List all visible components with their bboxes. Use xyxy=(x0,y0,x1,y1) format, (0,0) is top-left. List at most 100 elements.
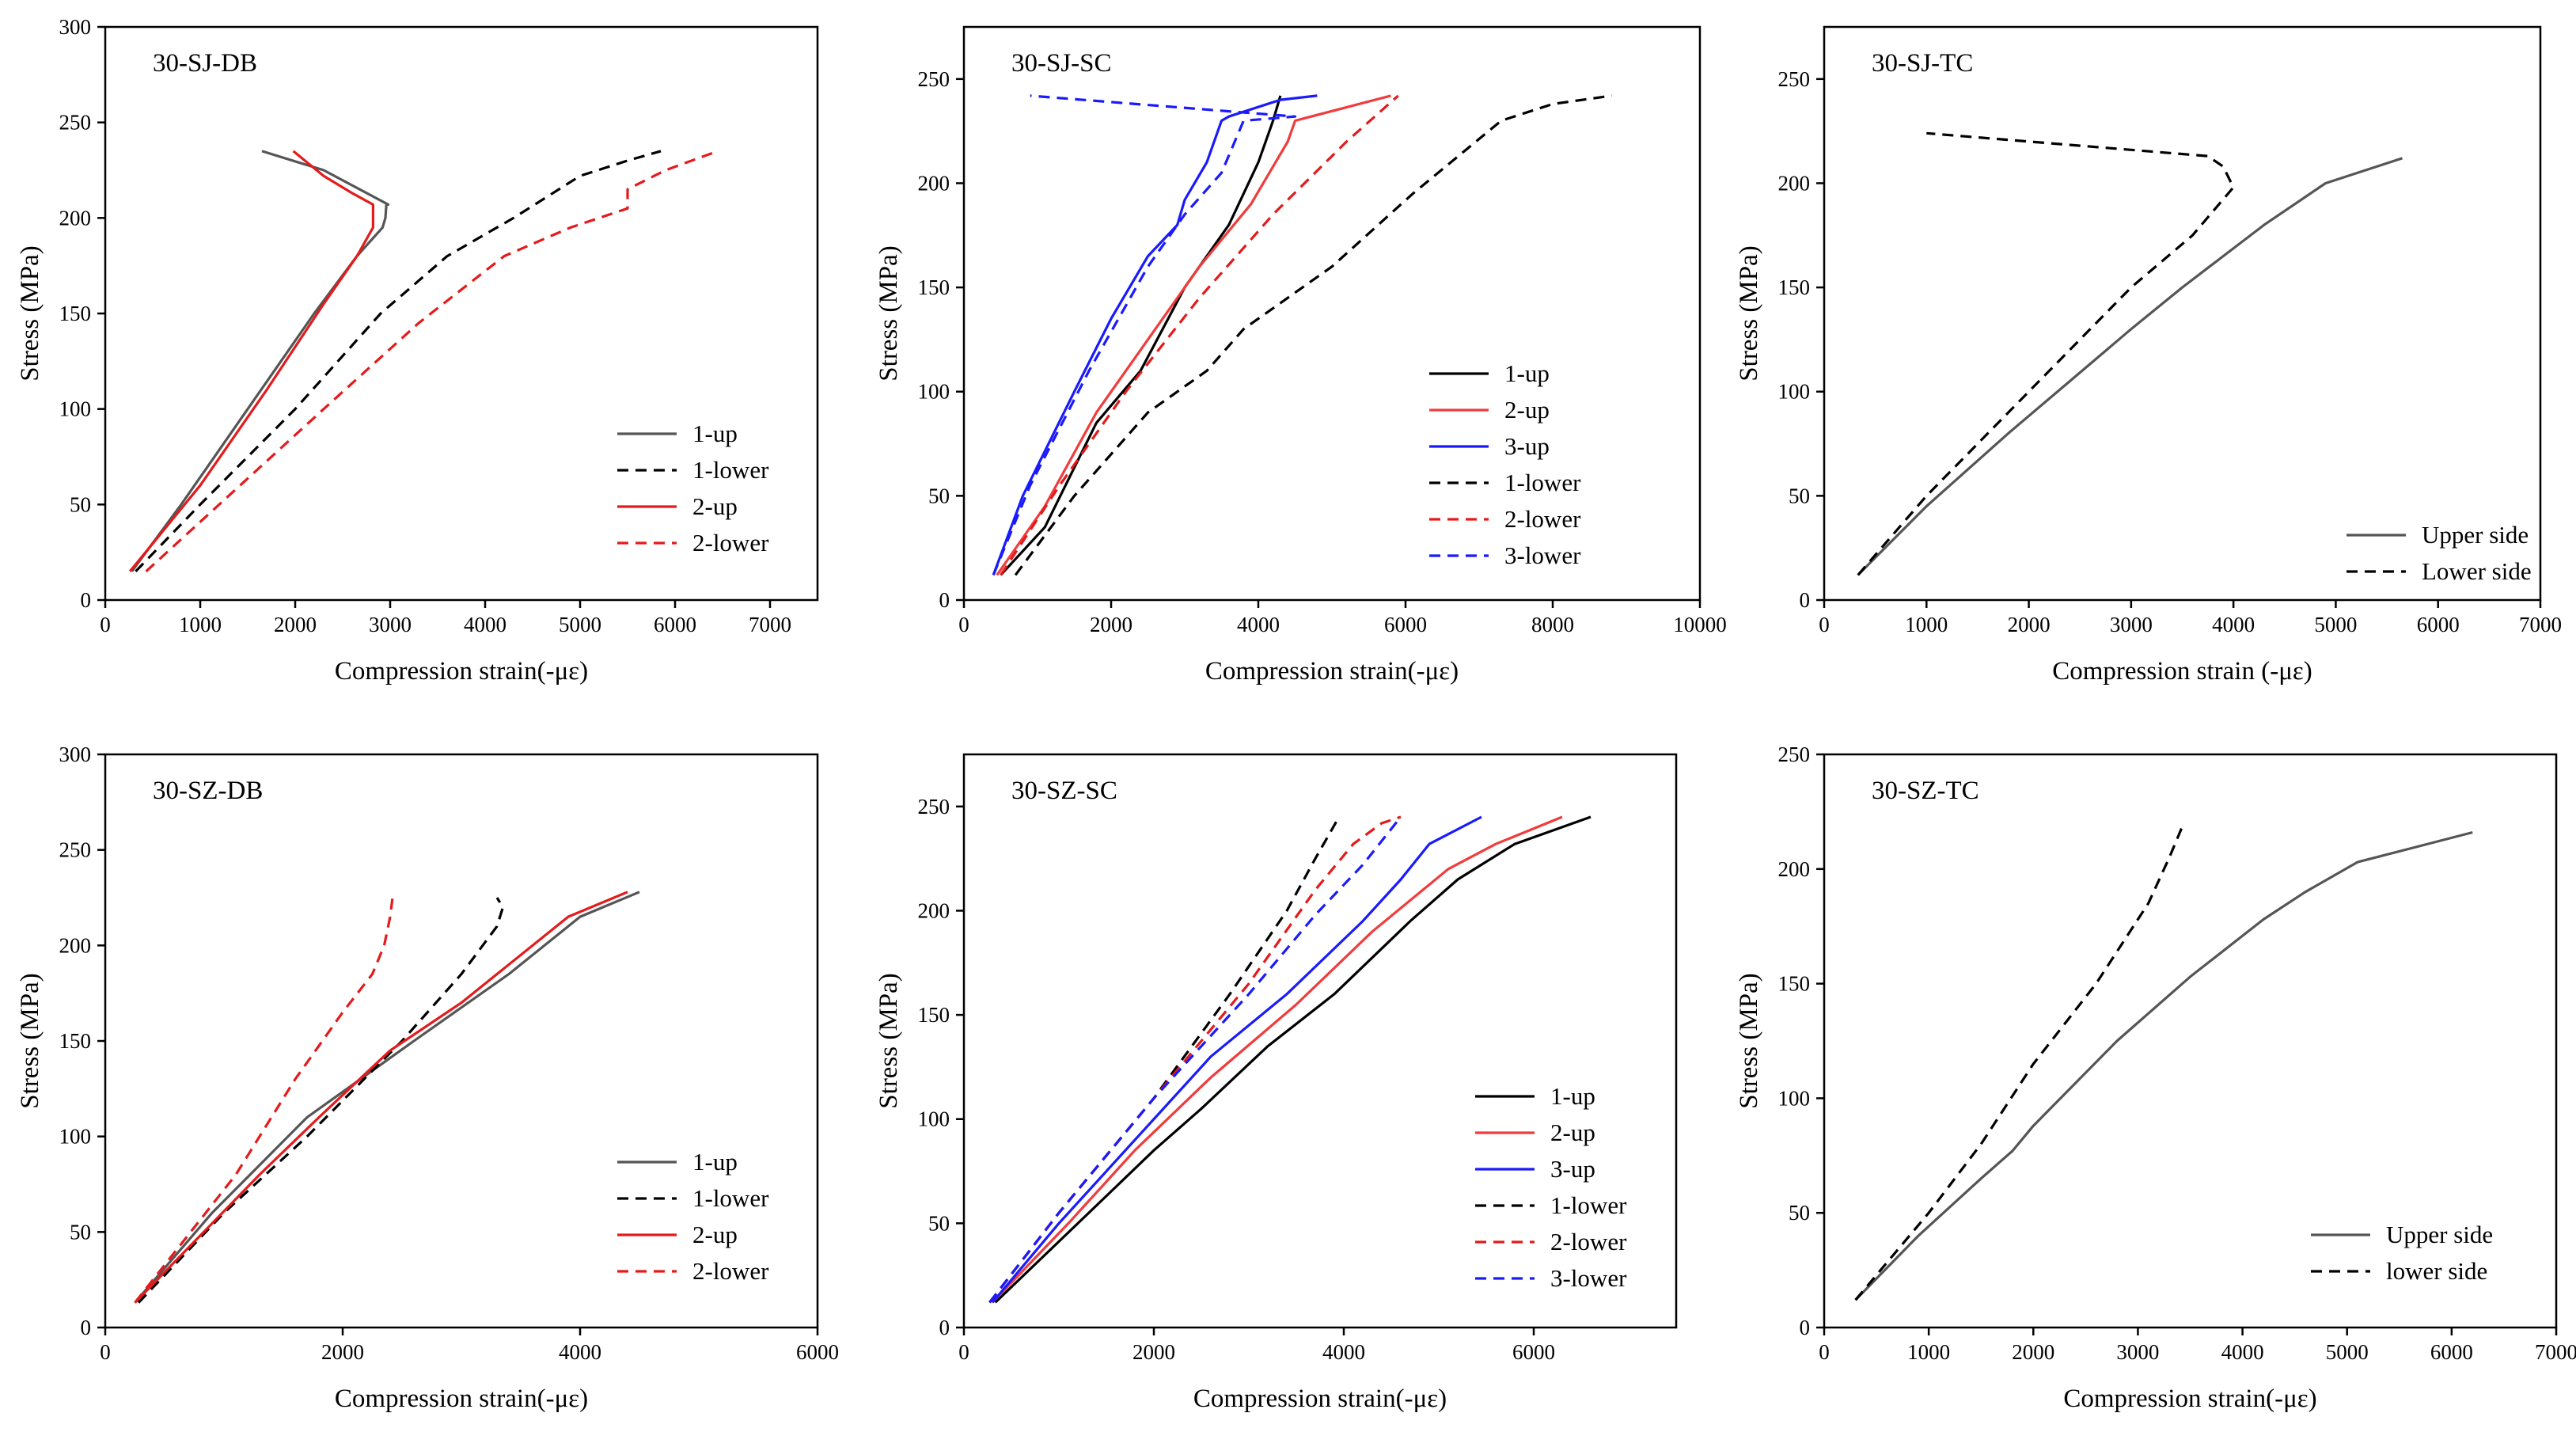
chart-panel: 0 1000 2000 3000 4000 5000 6000 7000 0 50 100 150 20… xyxy=(16,15,819,686)
legend-label: 1-lower xyxy=(692,456,769,484)
x-tick-label: 2000 xyxy=(321,1340,364,1364)
series-line xyxy=(1857,157,2403,576)
y-tick-label: 0 xyxy=(81,1316,92,1339)
x-tick-label: 6000 xyxy=(654,613,696,636)
legend-label: 1-up xyxy=(692,1148,738,1176)
legend-label: Lower side xyxy=(2422,557,2532,585)
chart-panel: 0 2000 4000 6000 8000 10000 0 50 100 150 200 250 Com… xyxy=(874,25,1727,686)
y-tick-label: 50 xyxy=(928,484,950,507)
legend-label: 1-up xyxy=(1504,359,1550,387)
series-line xyxy=(991,815,1482,1304)
y-axis-label: Stress (MPa) xyxy=(16,973,44,1108)
y-tick-label: 100 xyxy=(59,397,92,421)
y-tick-label: 300 xyxy=(59,743,92,766)
y-tick-label: 250 xyxy=(1778,67,1811,91)
legend-label: 3-lower xyxy=(1550,1264,1627,1292)
y-tick-label: 200 xyxy=(59,206,92,230)
series-line xyxy=(134,891,628,1304)
x-tick-label: 0 xyxy=(100,613,111,636)
x-tick-label: 0 xyxy=(958,613,969,636)
x-axis-label: Compression strain(-με) xyxy=(2063,1385,2316,1413)
legend-label: 2-lower xyxy=(1504,505,1581,533)
y-tick-label: 150 xyxy=(59,1029,92,1053)
x-tick-label: 1000 xyxy=(1907,1340,1950,1364)
x-tick-label: 0 xyxy=(958,1340,969,1364)
x-tick-label: 4000 xyxy=(1237,613,1280,636)
x-tick-label: 4000 xyxy=(2212,613,2255,636)
plot-frame xyxy=(962,25,1702,602)
y-tick-label: 50 xyxy=(1789,1201,1810,1225)
x-tick-label: 2000 xyxy=(2012,1340,2054,1364)
x-tick-label: 4000 xyxy=(464,613,506,636)
legend-label: 1-up xyxy=(692,420,738,447)
legend-label: 2-lower xyxy=(692,529,769,556)
y-tick-label: 200 xyxy=(1778,171,1811,195)
y-tick-label: 0 xyxy=(81,588,92,612)
y-tick-label: 100 xyxy=(918,1107,950,1131)
y-tick-label: 150 xyxy=(918,275,950,299)
x-tick-label: 1000 xyxy=(1905,613,1948,636)
x-tick-label: 6000 xyxy=(2430,1340,2473,1364)
x-tick-label: 7000 xyxy=(2535,1340,2576,1364)
chart-panel: 0 2000 4000 6000 0 50 100 150 200 250 300 Compressi… xyxy=(16,743,839,1413)
legend-label: 1-up xyxy=(1550,1082,1595,1110)
series-line xyxy=(134,897,394,1304)
x-tick-label: 4000 xyxy=(559,1340,601,1364)
legend-label: 2-up xyxy=(1550,1119,1595,1146)
y-tick-label: 200 xyxy=(918,898,950,922)
y-tick-label: 50 xyxy=(70,1220,91,1244)
x-tick-label: 6000 xyxy=(2417,613,2460,636)
series-line xyxy=(991,815,1563,1304)
y-tick-label: 250 xyxy=(59,111,92,135)
y-tick-label: 150 xyxy=(918,1003,950,1027)
series-line xyxy=(988,815,1402,1304)
y-axis-label: Stress (MPa) xyxy=(1735,245,1763,381)
series-line xyxy=(134,891,640,1304)
x-tick-label: 4000 xyxy=(2221,1340,2264,1364)
x-axis-label: Compression strain(-με) xyxy=(1205,657,1459,686)
chart-panel: 0 1000 2000 3000 4000 5000 6000 7000 0 50 100 150 20… xyxy=(1735,25,2562,686)
series-line xyxy=(1854,830,2473,1301)
y-tick-label: 150 xyxy=(59,302,92,325)
x-tick-label: 10000 xyxy=(1673,613,1727,636)
x-tick-label: 3000 xyxy=(369,613,412,636)
y-tick-label: 0 xyxy=(939,588,950,612)
series-line xyxy=(1857,131,2235,576)
x-tick-label: 5000 xyxy=(2326,1340,2369,1364)
x-tick-label: 7000 xyxy=(749,613,791,636)
series-line xyxy=(145,150,719,572)
y-tick-label: 100 xyxy=(59,1125,92,1149)
series-line xyxy=(992,94,1297,576)
x-tick-label: 0 xyxy=(1819,613,1830,636)
legend-label: 1-lower xyxy=(1504,469,1581,496)
x-tick-label: 4000 xyxy=(1322,1340,1365,1364)
y-tick-label: 50 xyxy=(928,1211,950,1235)
y-tick-label: 300 xyxy=(59,15,92,39)
y-tick-label: 50 xyxy=(70,492,91,516)
series-line xyxy=(992,94,1318,575)
x-tick-label: 8000 xyxy=(1531,613,1574,636)
x-tick-label: 2000 xyxy=(274,613,317,636)
chart-title: 30-SJ-DB xyxy=(153,49,257,78)
legend-label: Upper side xyxy=(2386,1221,2493,1248)
y-tick-label: 150 xyxy=(1778,972,1811,996)
chart-title: 30-SZ-DB xyxy=(153,777,263,805)
series-line xyxy=(135,150,662,572)
x-tick-label: 3000 xyxy=(2110,613,2153,636)
x-tick-label: 3000 xyxy=(2116,1340,2159,1364)
series-line xyxy=(1854,827,2183,1301)
chart-title: 30-SZ-SC xyxy=(1011,777,1117,805)
x-tick-label: 2000 xyxy=(1090,613,1132,636)
legend-label: 1-lower xyxy=(692,1184,769,1212)
x-axis-label: Compression strain(-με) xyxy=(1193,1385,1447,1413)
y-axis-label: Stress (MPa) xyxy=(874,973,903,1108)
x-axis-label: Compression strain(-με) xyxy=(335,1385,588,1413)
series-line xyxy=(1014,94,1612,576)
x-axis-label: Compression strain (-με) xyxy=(2052,657,2312,686)
series-line xyxy=(137,897,505,1304)
legend-label: 1-lower xyxy=(1550,1191,1627,1219)
legend-label: 3-up xyxy=(1550,1155,1595,1183)
y-axis-label: Stress (MPa) xyxy=(874,245,903,381)
x-tick-label: 2000 xyxy=(1132,1340,1175,1364)
